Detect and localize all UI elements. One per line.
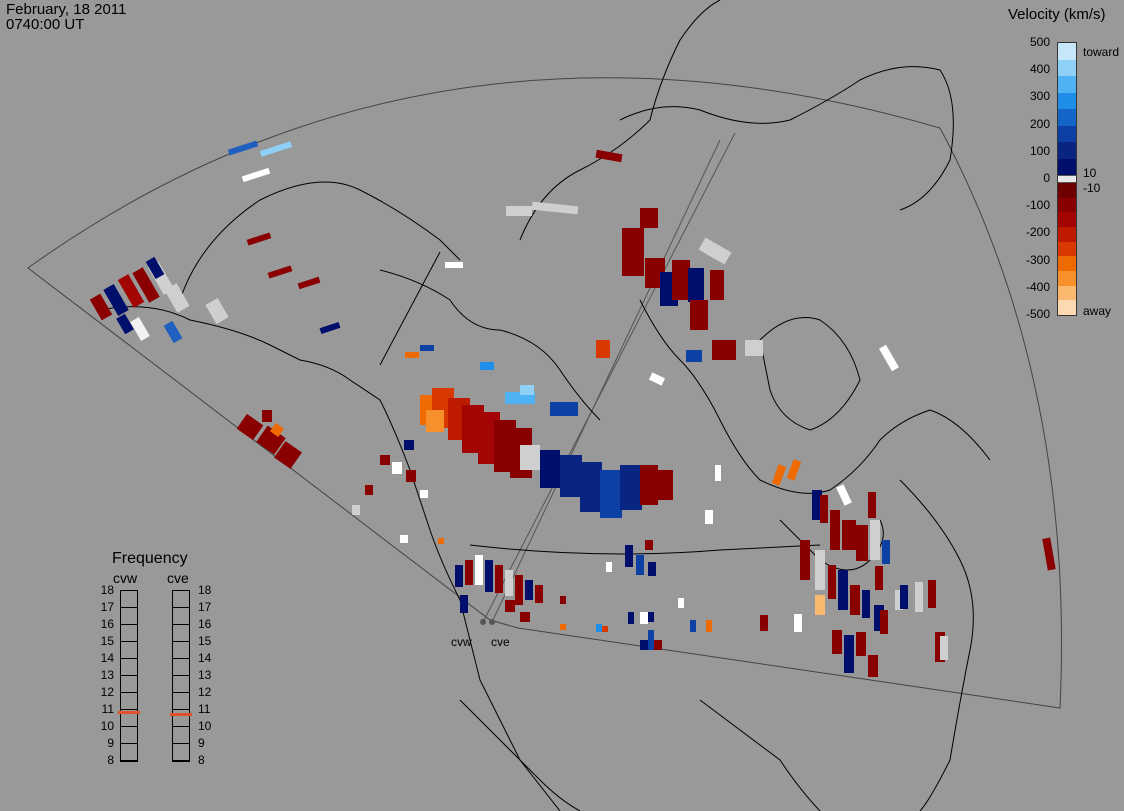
colorbar-tick-label: -400	[1025, 279, 1050, 294]
frequency-gridline	[120, 675, 138, 676]
beam-line	[491, 139, 721, 623]
frequency-gridline	[172, 624, 190, 625]
inner-label-minus10: -10	[1083, 181, 1101, 195]
frequency-gridline	[120, 760, 138, 761]
colorbar-segment-toward	[1058, 109, 1076, 126]
frequency-bar-cvw	[120, 590, 138, 762]
frequency-gridline	[120, 624, 138, 625]
frequency-tick-label: 16	[198, 617, 212, 631]
field-of-view-outline	[27, 77, 1062, 709]
frequency-tick-label: 13	[198, 668, 212, 682]
frequency-gridline	[120, 726, 138, 727]
frequency-bar-cve	[172, 590, 190, 762]
colorbar-tick-label: 400	[1029, 62, 1050, 77]
frequency-gridline	[172, 760, 190, 761]
frequency-tick-label: 18	[198, 583, 212, 597]
frequency-tick-label: 17	[100, 600, 114, 614]
colorbar-tick-label: 0	[1043, 171, 1050, 185]
frequency-tick-label: 8	[107, 753, 114, 767]
colorbar-tick-label: 200	[1029, 116, 1050, 131]
frequency-gridline	[172, 743, 190, 744]
time-label: 0740:00 UT	[6, 16, 85, 33]
colorbar-tick-label: 500	[1029, 35, 1050, 49]
frequency-gridline	[120, 658, 138, 659]
radar-site-cve	[489, 619, 495, 625]
colorbar-segment-toward	[1058, 92, 1076, 110]
frequency-tick-label: 14	[100, 651, 114, 665]
frequency-tick-label: 12	[198, 685, 212, 699]
frequency-tick-label: 16	[100, 617, 114, 631]
radar-label-cve: cve	[491, 635, 510, 649]
colorbar-tick-label: -200	[1025, 225, 1050, 240]
frequency-tick-label: 8	[198, 753, 205, 767]
colorbar-segment-toward	[1058, 76, 1076, 93]
frequency-tick-label: 12	[100, 685, 114, 699]
frequency-marker	[170, 713, 192, 717]
frequency-radar-cve: cve	[167, 570, 189, 586]
colorbar-tick-label: -300	[1025, 252, 1050, 267]
colorbar-segment-away	[1058, 241, 1076, 257]
frequency-tick-label: 17	[198, 600, 212, 614]
frequency-tick-label: 15	[198, 634, 212, 648]
frequency-gridline	[172, 675, 190, 676]
colorbar-tick-label: 300	[1029, 89, 1050, 104]
frequency-title: Frequency	[112, 550, 188, 567]
colorbar-tick-label: -100	[1025, 198, 1050, 213]
colorbar-title: Velocity (km/s)	[1008, 6, 1106, 23]
radar-label-cvw: cvw	[451, 635, 472, 649]
frequency-gridline	[172, 726, 190, 727]
colorbar-segment-away	[1058, 227, 1076, 243]
frequency-gridline	[120, 590, 138, 591]
frequency-tick-label: 18	[100, 583, 114, 597]
frequency-gridline	[172, 641, 190, 642]
colorbar-tick-label: -500	[1025, 307, 1050, 321]
frequency-gridline	[172, 607, 190, 608]
frequency-tick-label: 13	[100, 668, 114, 682]
colorbar-segment-away	[1058, 256, 1076, 272]
frequency-gridline	[120, 709, 138, 710]
frequency-gridline	[120, 743, 138, 744]
colorbar-segment-toward	[1058, 142, 1076, 159]
date-label: February, 18 2011	[6, 1, 127, 18]
boundaries	[379, 251, 821, 555]
frequency-tick-label: 10	[100, 719, 114, 733]
beam-line	[482, 132, 736, 623]
colorbar-segment-away	[1058, 212, 1076, 228]
colorbar-segment-toward	[1058, 158, 1076, 176]
frequency-tick-label: 11	[101, 702, 114, 716]
colorbar-segment-away	[1058, 183, 1076, 199]
frequency-gridline	[120, 641, 138, 642]
frequency-gridline	[120, 607, 138, 608]
colorbar-segment-away	[1058, 300, 1076, 316]
colorbar-tick-label: 100	[1029, 143, 1050, 158]
frequency-tick-label: 9	[198, 736, 205, 750]
coastlines	[99, 0, 991, 811]
colorbar-segment-away	[1058, 285, 1076, 301]
frequency-gridline	[172, 709, 190, 710]
frequency-gridline	[120, 692, 138, 693]
inner-label-10: 10	[1083, 166, 1097, 180]
frequency-tick-label: 9	[107, 736, 114, 750]
colorbar-zero-band	[1058, 175, 1076, 183]
colorbar-segment-away	[1058, 197, 1076, 213]
frequency-gridline	[172, 658, 190, 659]
frequency-radar-cvw: cvw	[113, 570, 138, 586]
frequency-tick-label: 15	[100, 634, 114, 648]
velocity-colorbar	[1057, 42, 1077, 316]
radar-backscatter	[89, 140, 1056, 677]
frequency-gridline	[172, 590, 190, 591]
toward-label: toward	[1083, 45, 1120, 59]
frequency-gridline	[172, 692, 190, 693]
frequency-tick-label: 11	[198, 702, 211, 716]
colorbar-segment-toward	[1058, 125, 1076, 143]
frequency-tick-label: 10	[198, 719, 212, 733]
away-label: away	[1083, 304, 1112, 318]
colorbar-segment-toward	[1058, 43, 1076, 60]
colorbar-segment-away	[1058, 271, 1076, 287]
frequency-tick-label: 14	[198, 651, 212, 665]
frequency-marker	[118, 711, 140, 715]
radar-site-cvw	[480, 619, 486, 625]
colorbar-segment-toward	[1058, 59, 1076, 77]
